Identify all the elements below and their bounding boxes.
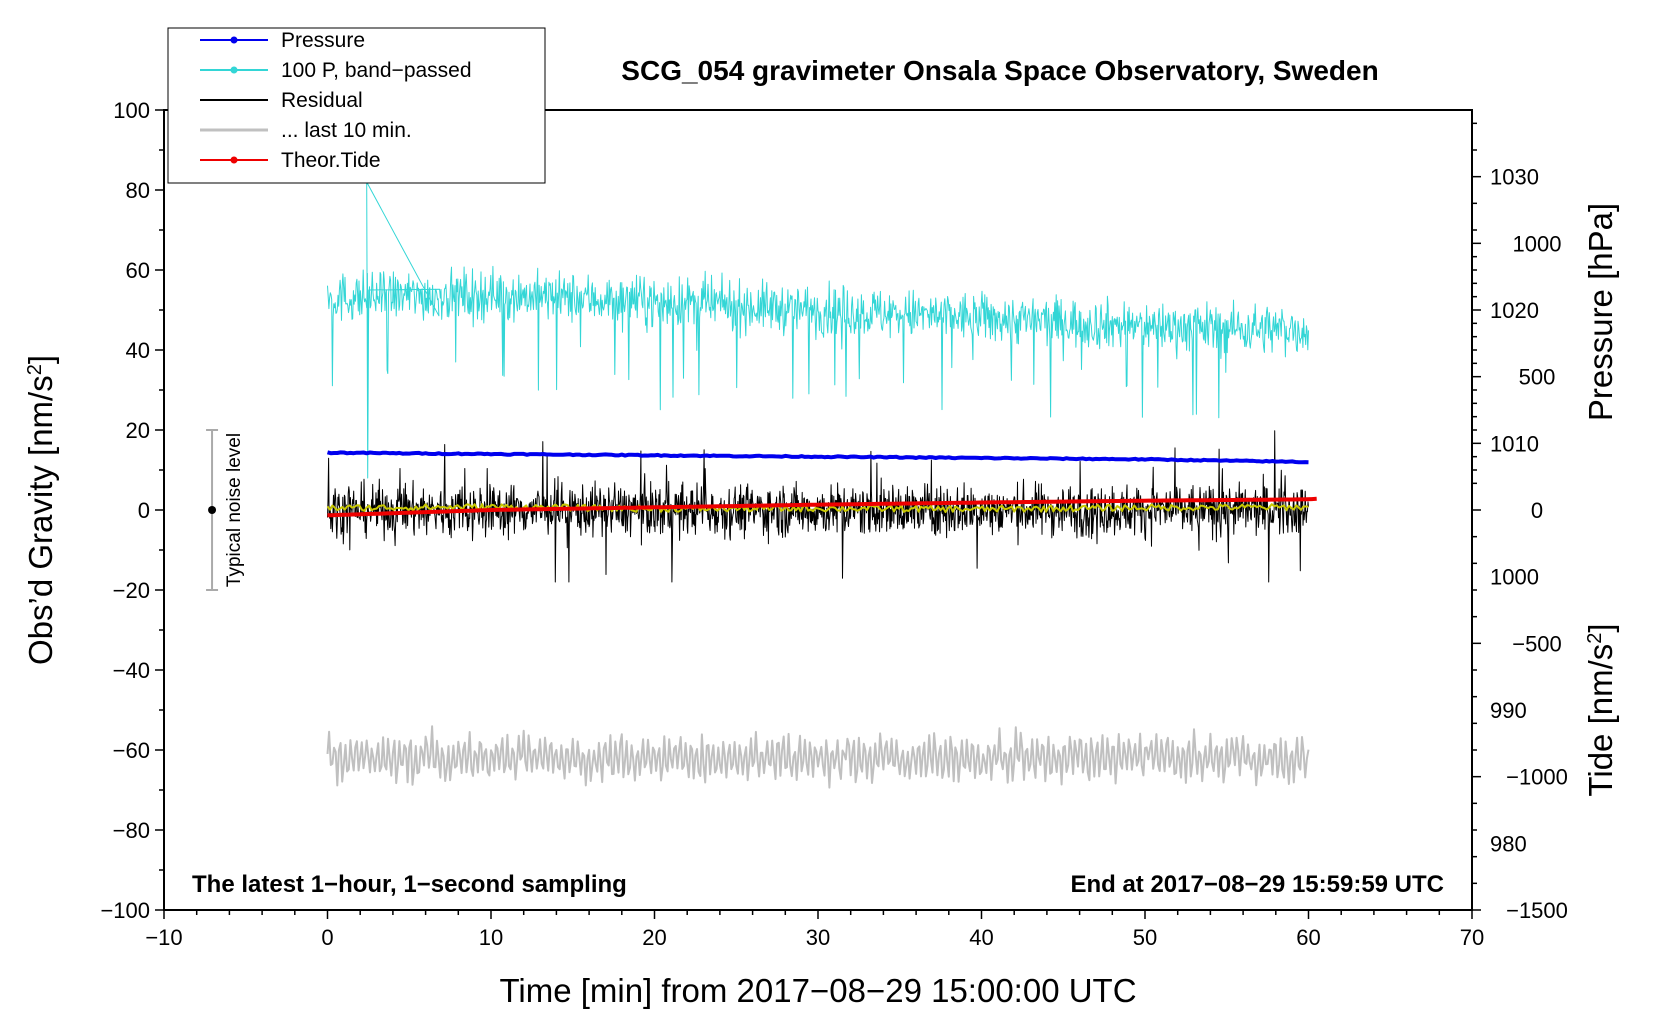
tide-tick-label: 1000 [1513, 231, 1562, 256]
legend-label: ... last 10 min. [281, 119, 412, 142]
y-tick-label: −40 [113, 658, 150, 683]
series-residual-smoothed [326, 503, 1309, 514]
y-tick-label: 100 [113, 98, 150, 123]
y-axis-label-pressure: Pressure [hPa] [1582, 203, 1619, 421]
x-tick-label: 0 [321, 925, 333, 950]
legend: Pressure 100 P, band−passed Residual ... la… [167, 27, 546, 184]
tide-tick-label: 500 [1519, 365, 1556, 390]
y-tick-label: 0 [138, 498, 150, 523]
y-axis-pressure: 1030 1020 1010 1000 990 980 [1472, 122, 1539, 856]
x-tick-label: 60 [1296, 925, 1320, 950]
legend-marker [230, 36, 238, 44]
tide-tick-label: 0 [1531, 498, 1543, 523]
bottom-right-note: End at 2017−08−29 15:59:59 UTC [1070, 871, 1444, 898]
y-axis-tide: 1000 500 0 −500 −1000 −1500 [1472, 231, 1568, 923]
legend-marker [230, 66, 238, 74]
series-theoretical-tide [327, 496, 1317, 518]
x-tick-label: 20 [642, 925, 666, 950]
x-axis: −10 0 10 20 30 40 50 60 70 [145, 910, 1484, 950]
legend-label: Residual [281, 89, 363, 112]
y-axis-label-tide: Tide [nm/s2] [1582, 623, 1619, 796]
series-last-10-min [326, 725, 1310, 789]
y-tick-label: 20 [126, 418, 150, 443]
y-tick-label: −100 [100, 898, 150, 923]
y-axis-label-gravity: Obs’d Gravity [nm/s2] [22, 355, 59, 665]
y-tick-label: 60 [126, 258, 150, 283]
x-tick-label: −10 [145, 925, 182, 950]
y-tick-label: −60 [113, 738, 150, 763]
legend-label: 100 P, band−passed [281, 59, 472, 82]
x-tick-label: 50 [1133, 925, 1157, 950]
x-tick-label: 40 [969, 925, 993, 950]
y-tick-label: 40 [126, 338, 150, 363]
plot-area [326, 181, 1317, 789]
y-tick-label: −80 [113, 818, 150, 843]
bottom-left-note: The latest 1−hour, 1−second sampling [192, 871, 627, 898]
noise-center-dot [208, 506, 217, 514]
x-tick-label: 10 [479, 925, 503, 950]
pressure-tick-label: 990 [1490, 698, 1527, 723]
legend-label: Theor.Tide [281, 149, 381, 172]
tide-tick-label: −500 [1512, 631, 1562, 656]
pressure-tick-label: 1000 [1490, 565, 1539, 590]
pressure-tick-label: 1030 [1490, 165, 1539, 190]
tide-tick-label: −1500 [1506, 898, 1568, 923]
chart-title: SCG_054 gravimeter Onsala Space Observat… [621, 55, 1378, 86]
pressure-tick-label: 980 [1490, 831, 1527, 856]
tide-tick-label: −1000 [1506, 765, 1568, 790]
x-axis-label: Time [min] from 2017−08−29 15:00:00 UTC [499, 972, 1136, 1009]
noise-label: Typical noise level [224, 433, 245, 587]
y-tick-label: 80 [126, 178, 150, 203]
legend-label: Pressure [281, 29, 365, 52]
y-tick-label: −20 [113, 578, 150, 603]
legend-marker [230, 156, 238, 164]
series-100p-band-passed [327, 181, 1309, 479]
y-axis-gravity: 100 80 60 40 20 0 −20 −40 −60 −80 −100 [100, 98, 164, 923]
noise-indicator: Typical noise level [206, 429, 245, 591]
series-residual [327, 430, 1309, 583]
pressure-tick-label: 1020 [1490, 298, 1539, 323]
x-tick-label: 30 [806, 925, 830, 950]
series-pressure [326, 450, 1309, 465]
legend-box [167, 27, 546, 184]
x-tick-label: 70 [1460, 925, 1484, 950]
pressure-tick-label: 1010 [1490, 431, 1539, 456]
